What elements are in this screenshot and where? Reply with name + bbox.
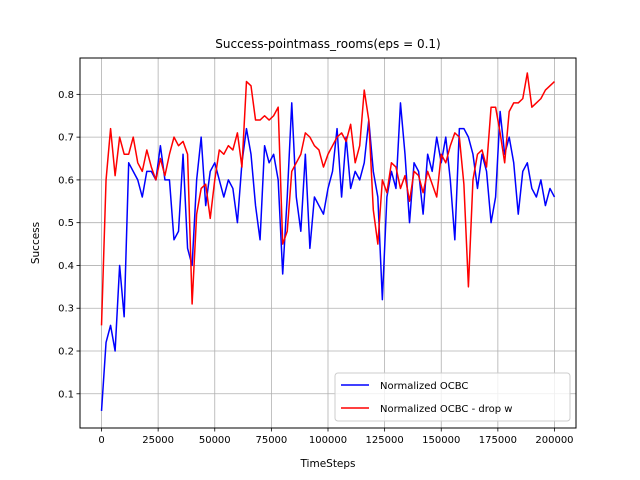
- x-axis: 0 25000 50000 75000 100000 125000 150000 175000…: [98, 428, 574, 446]
- legend-box: [334, 372, 571, 422]
- y-axis: 0.1 0.2 0.3 0.4 0.5 0.6 0.7 0.8: [58, 90, 80, 400]
- y-axis-label: Success: [30, 222, 42, 264]
- series-group: [100, 72, 556, 411]
- y-tick-label: 0.6: [58, 175, 74, 186]
- chart-title: Success-pointmass_rooms(eps = 0.1): [215, 37, 440, 51]
- y-tick-label: 0.2: [58, 347, 74, 358]
- x-tick-label: 200000: [535, 435, 573, 446]
- legend-label-normalized-ocbc-drop-w: Normalized OCBC - drop w: [380, 404, 512, 415]
- x-tick-label: 50000: [199, 435, 231, 446]
- x-axis-label: TimeSteps: [299, 458, 355, 470]
- series-line-normalized-ocbc-drop-w: [100, 72, 555, 326]
- legend-label-normalized-ocbc: Normalized OCBC: [380, 381, 468, 392]
- x-tick-label: 0: [98, 435, 104, 446]
- x-tick-label: 150000: [422, 435, 460, 446]
- series-line-normalized-ocbc: [100, 102, 556, 411]
- x-tick-label: 175000: [479, 435, 517, 446]
- grid: [80, 58, 576, 428]
- y-tick-label: 0.7: [58, 133, 74, 144]
- y-tick-label: 0.8: [58, 90, 74, 101]
- legend: Normalized OCBC Normalized OCBC - drop w: [334, 372, 571, 422]
- x-tick-label: 25000: [142, 435, 174, 446]
- y-tick-label: 0.5: [58, 218, 74, 229]
- y-tick-label: 0.1: [58, 389, 74, 400]
- x-tick-label: 125000: [366, 435, 404, 446]
- y-tick-label: 0.3: [58, 304, 74, 315]
- x-tick-label: 75000: [255, 435, 287, 446]
- x-tick-label: 100000: [309, 435, 347, 446]
- y-tick-label: 0.4: [58, 261, 74, 272]
